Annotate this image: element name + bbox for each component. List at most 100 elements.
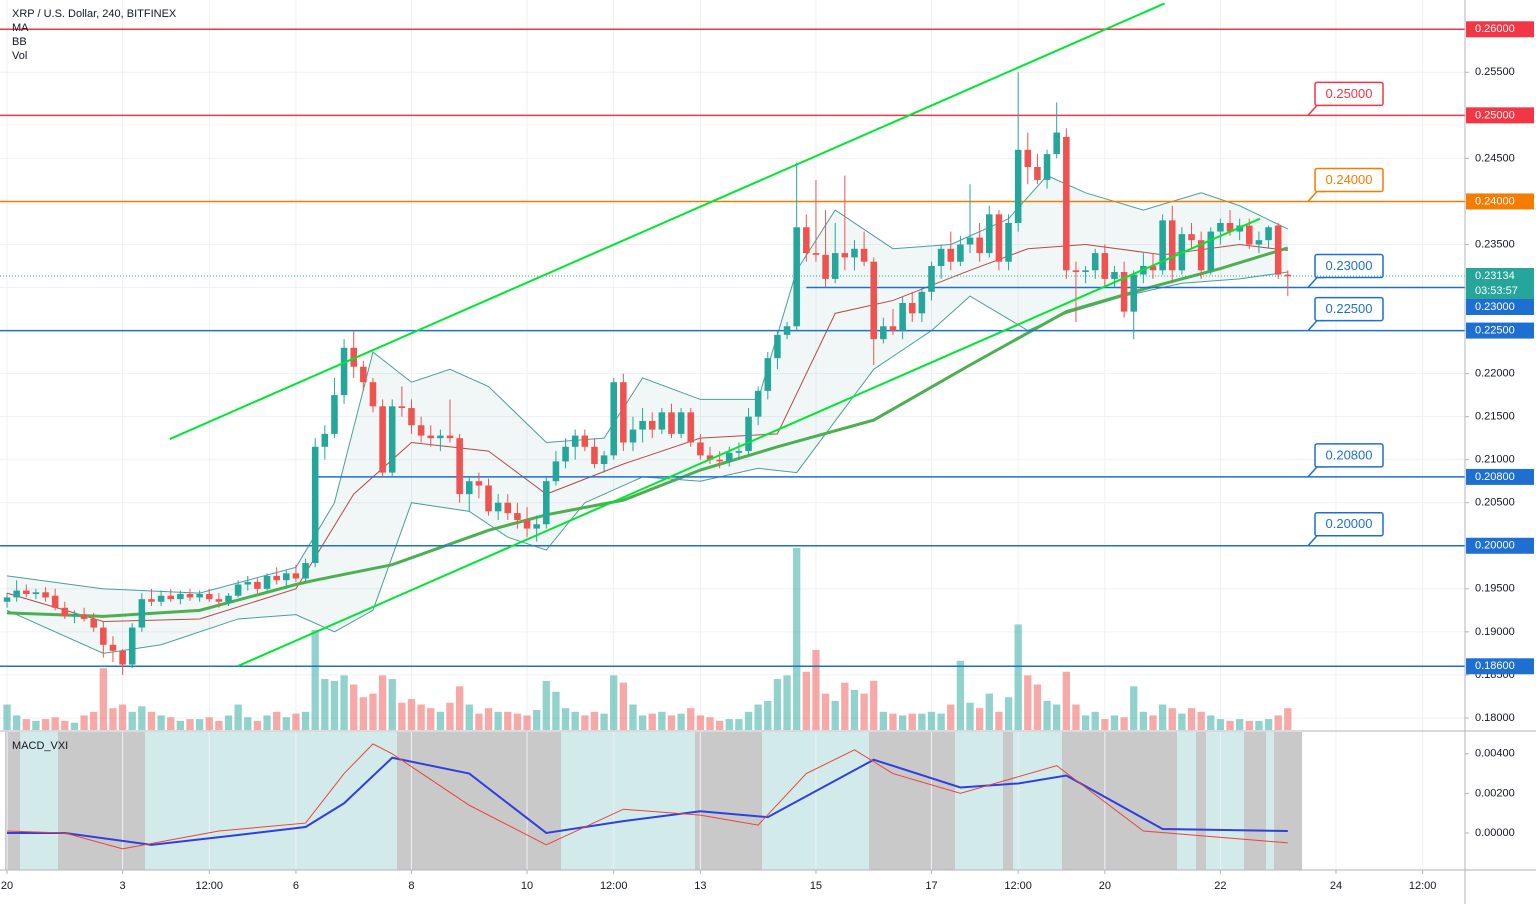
volume-bar — [715, 720, 724, 730]
y-tick-label: 0.24500 — [1475, 152, 1515, 164]
macd-region — [561, 732, 695, 870]
candle-body — [417, 425, 425, 436]
callout-box — [1314, 253, 1384, 279]
candle-body — [986, 214, 993, 254]
volume-bar — [417, 704, 425, 730]
volume-bar — [1120, 717, 1128, 730]
candle-body — [600, 455, 608, 464]
candle-body — [456, 438, 463, 495]
volume-bar — [889, 713, 897, 730]
volume-bar — [1207, 715, 1215, 730]
macd-region — [1177, 732, 1196, 870]
candle-body — [629, 429, 637, 443]
candle-body — [1111, 272, 1118, 279]
trendlines — [169, 2, 1261, 667]
candle-body — [1082, 270, 1089, 273]
level-price-box — [1466, 468, 1534, 485]
volume-bar — [51, 717, 59, 730]
level-price-box — [1466, 298, 1534, 315]
volume-bar — [99, 668, 107, 730]
volume-bar — [1043, 700, 1051, 730]
volume-bar — [821, 693, 830, 730]
volume-bar — [1178, 713, 1186, 730]
macd-region — [145, 732, 397, 870]
volume-bar — [195, 719, 204, 730]
level-price-box — [1466, 21, 1534, 38]
candle-body — [205, 593, 213, 600]
level-price-label: 0.22500 — [1475, 324, 1515, 336]
last-price-box — [1466, 267, 1534, 299]
axes: 0.180000.185000.190000.195000.200000.205… — [1, 21, 1534, 892]
candle-body — [1149, 266, 1157, 271]
volume-bar — [975, 708, 984, 730]
candle-body — [1217, 222, 1224, 232]
candle-body — [1091, 253, 1099, 271]
volume-bar — [340, 675, 348, 730]
volume-bar — [927, 711, 936, 730]
macd-region — [955, 732, 1003, 870]
candle-body — [234, 584, 242, 596]
candle-body — [321, 433, 329, 447]
volume-bar — [330, 680, 339, 730]
candle-body — [51, 595, 59, 608]
callout-label: 0.25000 — [1326, 86, 1373, 101]
volume-bar — [1168, 708, 1176, 730]
volume-bar — [1062, 671, 1070, 730]
candle-body — [745, 416, 752, 452]
y-tick-label: 0.20500 — [1475, 497, 1515, 509]
volume-bar — [610, 675, 618, 730]
candle-body — [427, 435, 435, 439]
macd-region — [1274, 732, 1302, 870]
candle-body — [822, 254, 829, 279]
x-tick-label: 15 — [810, 880, 822, 892]
candle-body — [292, 573, 300, 579]
candle-body — [697, 442, 704, 456]
candle-body — [485, 485, 492, 512]
candle-body — [100, 627, 107, 645]
candles — [3, 72, 1292, 675]
candle-body — [311, 446, 319, 563]
trendline — [169, 2, 1165, 440]
volume-bar — [13, 715, 21, 730]
candle-body — [23, 590, 30, 594]
volume-bar — [378, 675, 387, 730]
volume-bar — [513, 713, 522, 730]
candle-body — [658, 412, 666, 430]
chart-title: XRP / U.S. Dollar, 240, BITFINEX — [12, 8, 177, 20]
x-tick-label: 22 — [1214, 880, 1226, 892]
volume-bar — [1197, 711, 1205, 730]
candle-body — [591, 446, 598, 464]
candle-body — [446, 435, 454, 439]
volume-bar — [706, 717, 714, 730]
y-tick-label: 0.19500 — [1475, 583, 1515, 595]
volume-bar — [870, 680, 878, 730]
volume-bar — [860, 693, 868, 730]
volume-bar — [571, 711, 579, 730]
candle-body — [725, 452, 733, 462]
x-tick-label: 8 — [408, 880, 414, 892]
candle-body — [581, 435, 589, 447]
candle-body — [167, 595, 175, 600]
candle-body — [918, 291, 926, 314]
candle-body — [1130, 274, 1138, 312]
volume-bar — [407, 699, 416, 730]
candle-body — [398, 406, 406, 409]
candle-body — [1207, 231, 1215, 271]
volume-bar — [658, 711, 666, 730]
candle-body — [668, 412, 675, 434]
volume-bar — [176, 720, 185, 730]
y-tick-label: 0.21500 — [1475, 411, 1515, 423]
candle-body — [937, 248, 945, 267]
x-tick-label: 13 — [694, 880, 706, 892]
level-price-box — [1466, 322, 1534, 339]
volume-bar — [1110, 715, 1119, 730]
volume-bar — [841, 682, 849, 730]
candle-body — [889, 326, 897, 331]
candle-body — [263, 575, 271, 589]
y-tick-label: 0.25500 — [1475, 66, 1515, 78]
level-price-label: 0.26000 — [1475, 23, 1515, 35]
macd-region — [397, 732, 561, 870]
callout-label: 0.20800 — [1326, 447, 1373, 462]
volume-bar — [263, 715, 271, 730]
volume-bar — [773, 679, 782, 730]
